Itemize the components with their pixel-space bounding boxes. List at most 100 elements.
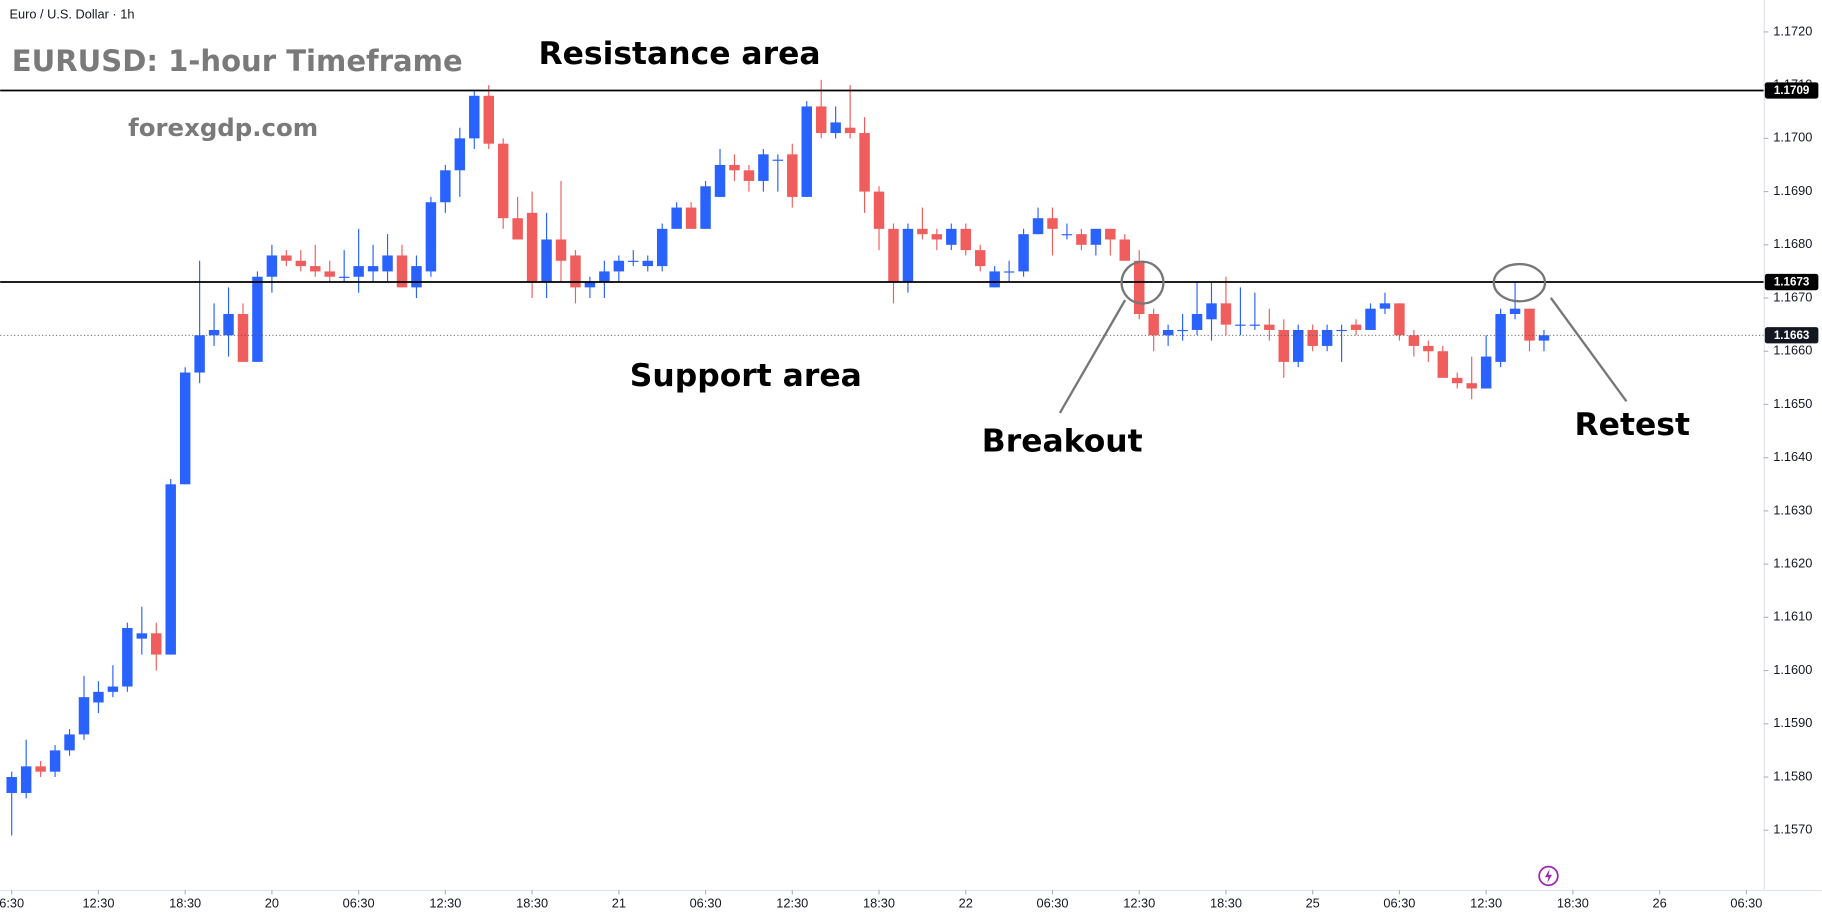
x-tick-label: 18:30 — [516, 895, 548, 910]
plot — [0, 79, 1764, 836]
candle-body — [237, 313, 249, 362]
candle-body — [1047, 218, 1058, 229]
x-tick-label: 21 — [612, 895, 626, 910]
level-badge — [1764, 327, 1819, 344]
level-badge — [1764, 82, 1819, 99]
x-tick-label: 20 — [265, 895, 279, 910]
candle-body — [425, 202, 437, 272]
candle-body — [78, 697, 90, 735]
candle-body — [671, 207, 682, 229]
candle-body — [599, 271, 610, 283]
candle-body — [700, 186, 711, 229]
candle-body — [1191, 313, 1203, 330]
candle-body — [440, 170, 451, 203]
candle-body — [1437, 351, 1449, 378]
candle-body — [483, 95, 494, 144]
y-tick-label: 1.1720 — [1773, 23, 1812, 38]
candle-body — [628, 260, 639, 262]
candle-body — [1524, 308, 1535, 341]
candle-body — [1321, 329, 1333, 346]
candle-body — [35, 766, 46, 772]
annotation: Resistance area — [538, 36, 820, 72]
x-tick-label: 12:30 — [776, 895, 808, 910]
candle-body — [1509, 308, 1521, 314]
level-label: 1.1663 — [1774, 329, 1810, 342]
candle-body — [295, 260, 307, 267]
y-tick-label: 1.1580 — [1773, 768, 1812, 783]
candle-body — [758, 154, 769, 181]
candle-body — [1220, 303, 1232, 325]
annotation: Retest — [1575, 407, 1690, 443]
candle-body — [1394, 303, 1405, 336]
x-tick-label: 12:30 — [1470, 895, 1502, 910]
candle-body — [266, 255, 278, 277]
candle-body — [931, 234, 943, 240]
candle-body — [396, 255, 408, 288]
candle-body — [873, 191, 885, 229]
y-tick-label: 1.1610 — [1773, 609, 1812, 624]
candle-body — [64, 734, 75, 751]
candle-body — [1278, 329, 1290, 362]
x-tick-label: 25 — [1306, 895, 1320, 910]
candle-body — [165, 484, 176, 655]
alert-icon[interactable] — [1538, 865, 1559, 887]
candle-body — [1408, 335, 1420, 346]
y-tick-label: 1.1700 — [1773, 130, 1812, 145]
candle-body — [367, 266, 379, 272]
candle-body — [902, 228, 914, 283]
x-tick-label: 06:30 — [690, 895, 722, 910]
candle-body — [136, 633, 148, 639]
candle-body — [411, 266, 422, 288]
level-badge — [1764, 273, 1819, 291]
chart-subtitle: forexgdp.com — [128, 113, 318, 142]
candle-body — [974, 250, 986, 267]
x-tick-label: 26 — [1653, 895, 1667, 910]
candle-body — [1264, 324, 1275, 330]
candle-body — [1466, 383, 1477, 389]
candle-body — [208, 329, 220, 336]
x-tick-label: 6:30 — [0, 895, 24, 910]
candle-body — [1032, 218, 1044, 235]
x-tick-label: 06:30 — [343, 895, 375, 910]
breakout-circle — [1120, 260, 1165, 305]
candle-body — [946, 228, 957, 245]
candle-body — [555, 239, 567, 261]
y-tick-label: 1.1590 — [1773, 715, 1812, 730]
candle-body — [497, 143, 509, 219]
x-tick-label: 18:30 — [1557, 895, 1589, 910]
candle-body — [122, 627, 133, 687]
candle-body — [1423, 345, 1434, 352]
x-tick-label: 18:30 — [863, 895, 895, 910]
y-tick-label: 1.1650 — [1773, 396, 1812, 411]
candle-body — [844, 127, 856, 134]
y-tick-label: 1.1690 — [1773, 183, 1812, 198]
candle-body — [1365, 308, 1376, 330]
candle-body — [324, 271, 335, 277]
candle-body — [1162, 329, 1174, 336]
chart-title: EURUSD: 1-hour Timeframe — [12, 44, 463, 78]
candle-body — [107, 686, 119, 692]
candle-body — [179, 372, 191, 485]
candle-body — [1336, 329, 1347, 332]
level-label: 1.1673 — [1774, 276, 1810, 289]
candle-body — [1133, 260, 1145, 314]
y-tick-label: 1.1570 — [1773, 822, 1812, 837]
candle-body — [1003, 271, 1015, 273]
x-tick-label: 18:30 — [1210, 895, 1242, 910]
candle-body — [989, 271, 1000, 288]
candle-body — [714, 164, 726, 197]
candle-body — [888, 228, 899, 283]
pointer — [1549, 297, 1628, 403]
candle-body — [1105, 228, 1116, 240]
candle-body — [801, 106, 812, 197]
y-tick-label: 1.1600 — [1773, 662, 1812, 677]
candle-body — [570, 255, 581, 288]
candle-body — [787, 154, 798, 197]
candle-body — [729, 164, 740, 171]
candle-body — [353, 266, 364, 277]
x-tick-label: 06:30 — [1036, 895, 1068, 910]
candle-body — [20, 766, 32, 793]
